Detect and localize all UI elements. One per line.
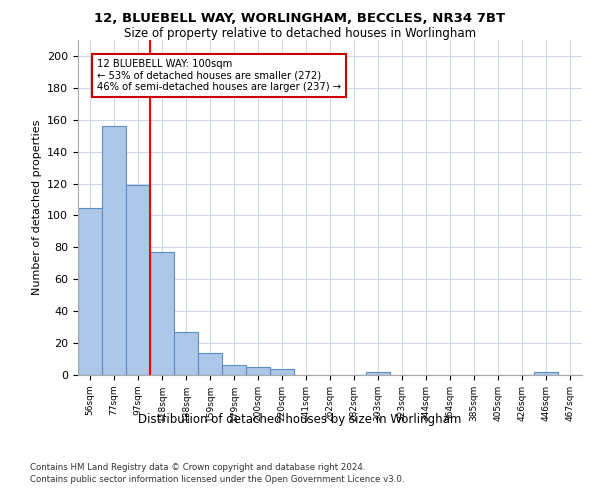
Text: Distribution of detached houses by size in Worlingham: Distribution of detached houses by size … bbox=[139, 412, 461, 426]
Bar bbox=[78, 208, 102, 375]
Text: Contains HM Land Registry data © Crown copyright and database right 2024.: Contains HM Land Registry data © Crown c… bbox=[30, 462, 365, 471]
Bar bbox=[534, 372, 558, 375]
Bar bbox=[366, 372, 390, 375]
Bar bbox=[126, 185, 150, 375]
Bar bbox=[102, 126, 126, 375]
Bar bbox=[174, 332, 198, 375]
Text: Contains public sector information licensed under the Open Government Licence v3: Contains public sector information licen… bbox=[30, 475, 404, 484]
Bar bbox=[246, 367, 270, 375]
Bar bbox=[270, 368, 294, 375]
Y-axis label: Number of detached properties: Number of detached properties bbox=[32, 120, 41, 295]
Bar bbox=[198, 352, 222, 375]
Bar bbox=[150, 252, 174, 375]
Text: 12 BLUEBELL WAY: 100sqm
← 53% of detached houses are smaller (272)
46% of semi-d: 12 BLUEBELL WAY: 100sqm ← 53% of detache… bbox=[97, 59, 341, 92]
Text: 12, BLUEBELL WAY, WORLINGHAM, BECCLES, NR34 7BT: 12, BLUEBELL WAY, WORLINGHAM, BECCLES, N… bbox=[94, 12, 506, 26]
Text: Size of property relative to detached houses in Worlingham: Size of property relative to detached ho… bbox=[124, 28, 476, 40]
Bar bbox=[222, 366, 246, 375]
